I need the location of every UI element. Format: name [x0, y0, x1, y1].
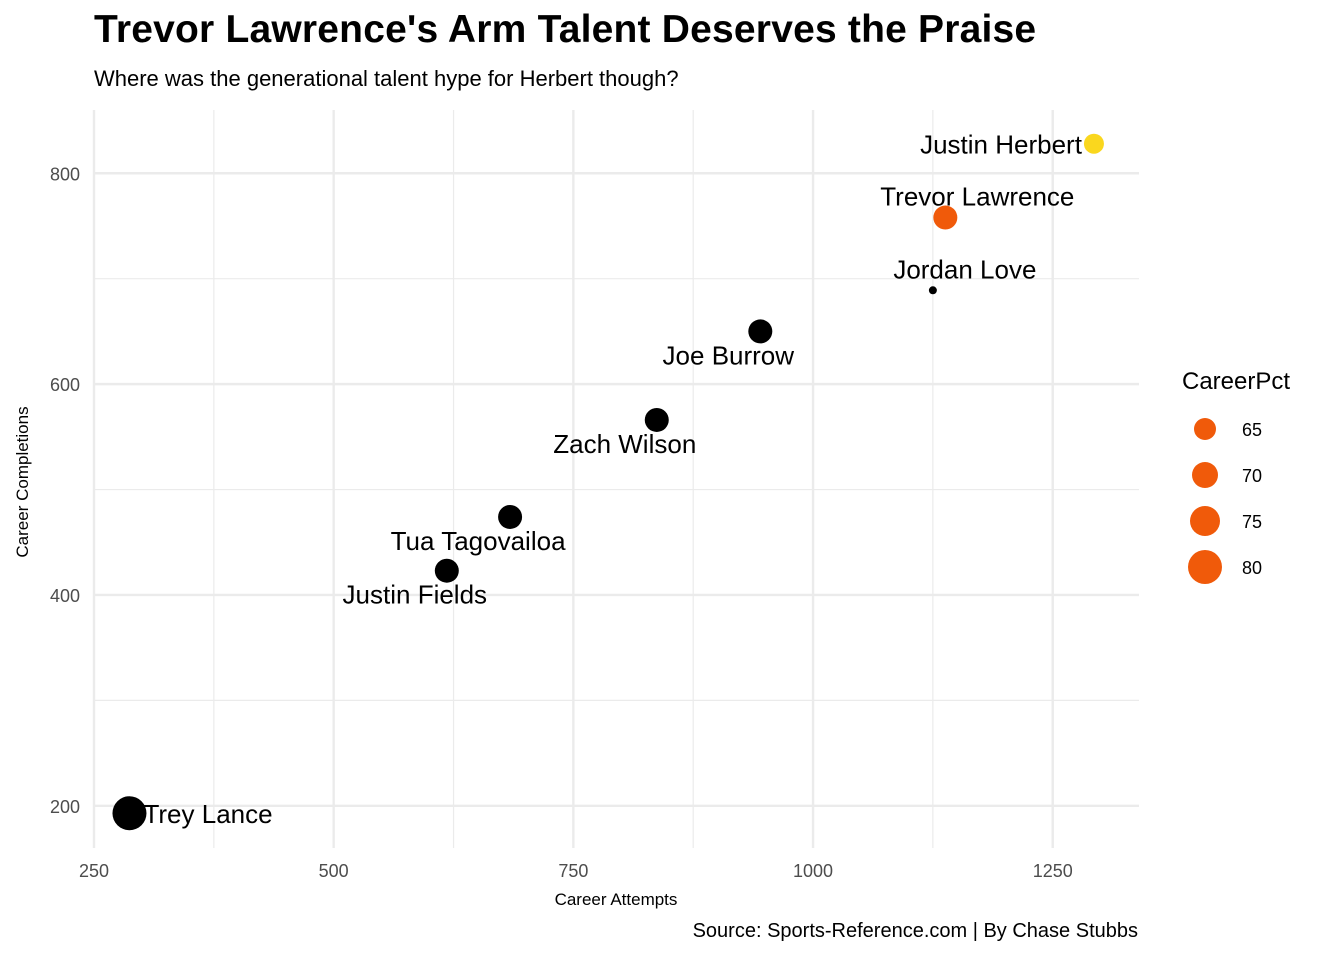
axis-ticks: 250 500 750 1000 1250 200 400 600 800 [50, 164, 1073, 881]
x-tick-label: 750 [558, 861, 588, 881]
x-tick-label: 1000 [793, 861, 833, 881]
point-label: Justin Fields [343, 580, 488, 610]
legend-label: 65 [1242, 420, 1262, 440]
data-point [498, 504, 523, 529]
point-label: Tua Tagovailoa [391, 526, 566, 556]
legend-label: 80 [1242, 558, 1262, 578]
data-point [933, 205, 958, 230]
point-labels: Justin Herbert Trevor Lawrence Jordan Love… [143, 130, 1082, 829]
data-point [434, 558, 459, 583]
y-tick-label: 200 [50, 797, 80, 817]
chart-caption: Source: Sports-Reference.com | By Chase … [692, 920, 1138, 942]
point-label: Joe Burrow [663, 340, 795, 370]
data-point [1083, 133, 1104, 154]
point-label: Trevor Lawrence [880, 182, 1074, 212]
chart-title: Trevor Lawrence's Arm Talent Deserves th… [94, 8, 1037, 51]
x-tick-label: 1250 [1033, 861, 1073, 881]
legend-key [1190, 506, 1220, 536]
legend-key [1188, 550, 1222, 584]
grid-lines [92, 110, 1139, 848]
legend-label: 75 [1242, 512, 1262, 532]
y-tick-label: 800 [50, 164, 80, 184]
x-tick-label: 500 [319, 861, 349, 881]
point-label: Jordan Love [893, 254, 1036, 284]
y-axis-title: Career Completions [13, 406, 32, 557]
legend-label: 70 [1242, 466, 1262, 486]
data-point [748, 319, 773, 344]
y-tick-label: 400 [50, 586, 80, 606]
chart-subtitle: Where was the generational talent hype f… [94, 66, 679, 91]
point-label: Trey Lance [143, 799, 272, 829]
legend: CareerPct 65 70 75 80 [1182, 368, 1290, 584]
data-points [112, 133, 1104, 831]
y-tick-label: 600 [50, 375, 80, 395]
legend-key [1194, 418, 1216, 440]
point-label: Zach Wilson [553, 429, 696, 459]
legend-key [1192, 462, 1218, 488]
data-point [112, 796, 147, 831]
data-point [644, 407, 669, 432]
legend-title: CareerPct [1182, 368, 1290, 395]
x-tick-label: 250 [79, 861, 109, 881]
data-point [928, 286, 937, 295]
point-label: Justin Herbert [920, 130, 1083, 160]
x-axis-title: Career Attempts [555, 890, 678, 909]
